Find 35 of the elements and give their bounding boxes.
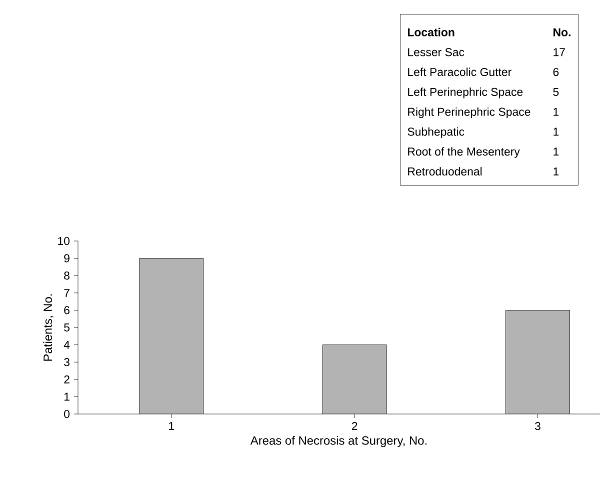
text: 1	[554, 148, 559, 156]
x-axis-title: Areas of Necrosis at Surgery, No.	[250, 436, 426, 448]
y-tick-label: 4	[64, 340, 70, 349]
y-tick-label: 1	[64, 392, 70, 401]
y-tick-label: 7	[64, 288, 70, 297]
y-tick-label: 5	[64, 324, 70, 332]
text: Lesser Sac	[408, 48, 464, 56]
y-axis-title: Patients, No.	[43, 294, 54, 361]
text: 6	[553, 68, 559, 76]
bar	[322, 344, 387, 414]
y-tick-label: 10	[58, 236, 70, 246]
text: No.	[554, 28, 570, 36]
bar	[506, 310, 570, 414]
y-tick-label: 2	[64, 375, 70, 384]
text: Location	[408, 28, 454, 36]
text: Right Perinephric Space	[408, 107, 530, 118]
bar	[139, 258, 204, 414]
x-tick-label: 1	[169, 422, 174, 430]
text: 17	[554, 48, 565, 56]
text: Left Paracolic Gutter	[408, 68, 512, 76]
text: Subhepatic	[408, 127, 464, 138]
y-tick-label: 8	[64, 272, 70, 280]
text: 1	[554, 128, 559, 136]
text: Root of the Mesentery	[408, 147, 520, 158]
x-tick-label: 3	[534, 422, 540, 430]
text: 1	[554, 168, 559, 176]
y-tick-label: 6	[64, 306, 70, 314]
x-tick-label: 2	[352, 422, 358, 430]
text: 5	[553, 88, 559, 96]
text: Retroduodenal	[408, 167, 482, 176]
text: 1	[554, 108, 559, 116]
y-tick-label: 9	[64, 254, 70, 262]
y-tick-label: 3	[64, 358, 70, 366]
y-tick-label: 0	[64, 410, 70, 418]
text: Left Perinephric Space	[408, 88, 523, 98]
